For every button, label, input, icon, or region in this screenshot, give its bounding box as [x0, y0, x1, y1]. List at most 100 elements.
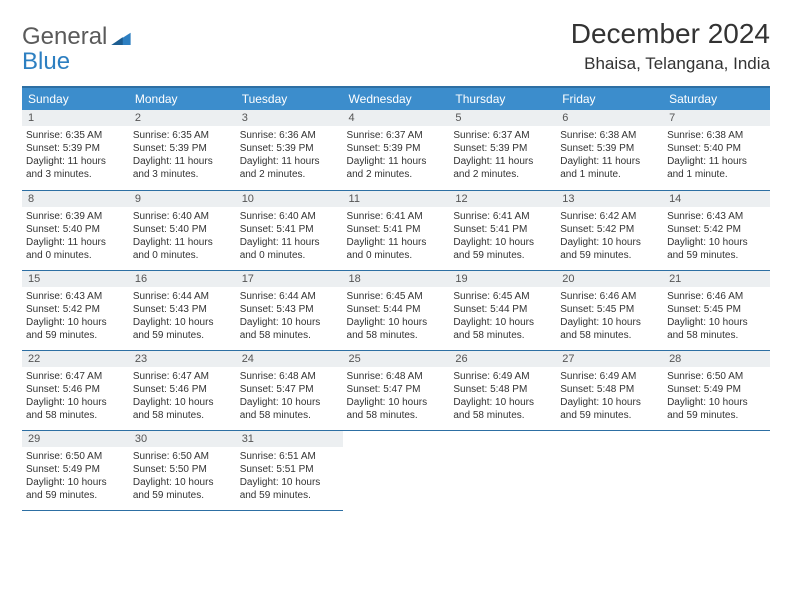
daylight-line: Daylight: 10 hours and 59 minutes.	[133, 316, 232, 342]
calendar-cell: 31Sunrise: 6:51 AMSunset: 5:51 PMDayligh…	[236, 430, 343, 510]
calendar-cell: 28Sunrise: 6:50 AMSunset: 5:49 PMDayligh…	[663, 350, 770, 430]
sunrise-line: Sunrise: 6:43 AM	[667, 210, 766, 223]
day-details: Sunrise: 6:42 AMSunset: 5:42 PMDaylight:…	[556, 207, 663, 266]
calendar-cell: 29Sunrise: 6:50 AMSunset: 5:49 PMDayligh…	[22, 430, 129, 510]
calendar-cell	[663, 430, 770, 510]
day-number: 23	[129, 351, 236, 367]
daylight-line: Daylight: 11 hours and 2 minutes.	[347, 155, 446, 181]
daylight-line: Daylight: 10 hours and 59 minutes.	[26, 476, 125, 502]
day-details: Sunrise: 6:48 AMSunset: 5:47 PMDaylight:…	[236, 367, 343, 426]
calendar-cell: 23Sunrise: 6:47 AMSunset: 5:46 PMDayligh…	[129, 350, 236, 430]
calendar-cell: 1Sunrise: 6:35 AMSunset: 5:39 PMDaylight…	[22, 110, 129, 190]
calendar-cell: 14Sunrise: 6:43 AMSunset: 5:42 PMDayligh…	[663, 190, 770, 270]
sunset-line: Sunset: 5:45 PM	[667, 303, 766, 316]
logo: GeneralBlue	[22, 18, 131, 74]
day-number: 26	[449, 351, 556, 367]
day-number: 24	[236, 351, 343, 367]
daylight-line: Daylight: 10 hours and 58 minutes.	[347, 316, 446, 342]
daylight-line: Daylight: 10 hours and 59 minutes.	[667, 396, 766, 422]
sunrise-line: Sunrise: 6:40 AM	[240, 210, 339, 223]
calendar-cell: 18Sunrise: 6:45 AMSunset: 5:44 PMDayligh…	[343, 270, 450, 350]
day-details: Sunrise: 6:47 AMSunset: 5:46 PMDaylight:…	[22, 367, 129, 426]
day-number: 28	[663, 351, 770, 367]
daylight-line: Daylight: 11 hours and 0 minutes.	[26, 236, 125, 262]
day-details: Sunrise: 6:44 AMSunset: 5:43 PMDaylight:…	[129, 287, 236, 346]
daylight-line: Daylight: 10 hours and 59 minutes.	[240, 476, 339, 502]
calendar-cell: 7Sunrise: 6:38 AMSunset: 5:40 PMDaylight…	[663, 110, 770, 190]
day-details: Sunrise: 6:40 AMSunset: 5:41 PMDaylight:…	[236, 207, 343, 266]
calendar-cell: 26Sunrise: 6:49 AMSunset: 5:48 PMDayligh…	[449, 350, 556, 430]
day-header: Thursday	[449, 87, 556, 110]
calendar-cell: 15Sunrise: 6:43 AMSunset: 5:42 PMDayligh…	[22, 270, 129, 350]
sunrise-line: Sunrise: 6:44 AM	[240, 290, 339, 303]
sunrise-line: Sunrise: 6:41 AM	[347, 210, 446, 223]
sunrise-line: Sunrise: 6:39 AM	[26, 210, 125, 223]
calendar-cell: 16Sunrise: 6:44 AMSunset: 5:43 PMDayligh…	[129, 270, 236, 350]
calendar-head: SundayMondayTuesdayWednesdayThursdayFrid…	[22, 87, 770, 110]
sunset-line: Sunset: 5:51 PM	[240, 463, 339, 476]
sunrise-line: Sunrise: 6:47 AM	[133, 370, 232, 383]
daylight-line: Daylight: 11 hours and 3 minutes.	[133, 155, 232, 181]
sunrise-line: Sunrise: 6:35 AM	[133, 129, 232, 142]
day-number: 30	[129, 431, 236, 447]
sunrise-line: Sunrise: 6:49 AM	[453, 370, 552, 383]
calendar-cell: 19Sunrise: 6:45 AMSunset: 5:44 PMDayligh…	[449, 270, 556, 350]
sunset-line: Sunset: 5:39 PM	[453, 142, 552, 155]
day-header: Sunday	[22, 87, 129, 110]
sunset-line: Sunset: 5:43 PM	[240, 303, 339, 316]
sunrise-line: Sunrise: 6:36 AM	[240, 129, 339, 142]
day-number: 31	[236, 431, 343, 447]
daylight-line: Daylight: 11 hours and 0 minutes.	[347, 236, 446, 262]
calendar-cell: 24Sunrise: 6:48 AMSunset: 5:47 PMDayligh…	[236, 350, 343, 430]
daylight-line: Daylight: 10 hours and 58 minutes.	[560, 316, 659, 342]
day-details: Sunrise: 6:48 AMSunset: 5:47 PMDaylight:…	[343, 367, 450, 426]
sunrise-line: Sunrise: 6:35 AM	[26, 129, 125, 142]
sunset-line: Sunset: 5:39 PM	[240, 142, 339, 155]
daylight-line: Daylight: 10 hours and 58 minutes.	[667, 316, 766, 342]
day-details: Sunrise: 6:50 AMSunset: 5:49 PMDaylight:…	[22, 447, 129, 506]
day-number: 21	[663, 271, 770, 287]
sunset-line: Sunset: 5:49 PM	[667, 383, 766, 396]
daylight-line: Daylight: 11 hours and 3 minutes.	[26, 155, 125, 181]
sunrise-line: Sunrise: 6:49 AM	[560, 370, 659, 383]
sunrise-line: Sunrise: 6:37 AM	[453, 129, 552, 142]
sunset-line: Sunset: 5:47 PM	[347, 383, 446, 396]
sunrise-line: Sunrise: 6:43 AM	[26, 290, 125, 303]
day-details: Sunrise: 6:40 AMSunset: 5:40 PMDaylight:…	[129, 207, 236, 266]
daylight-line: Daylight: 10 hours and 59 minutes.	[560, 396, 659, 422]
logo-part1: General	[22, 23, 107, 50]
day-number: 29	[22, 431, 129, 447]
calendar-cell	[556, 430, 663, 510]
day-number: 5	[449, 110, 556, 126]
day-number: 9	[129, 191, 236, 207]
sunrise-line: Sunrise: 6:41 AM	[453, 210, 552, 223]
page-title: December 2024	[571, 18, 770, 50]
sunset-line: Sunset: 5:40 PM	[26, 223, 125, 236]
day-number: 12	[449, 191, 556, 207]
day-details: Sunrise: 6:43 AMSunset: 5:42 PMDaylight:…	[663, 207, 770, 266]
daylight-line: Daylight: 10 hours and 58 minutes.	[133, 396, 232, 422]
calendar-cell: 3Sunrise: 6:36 AMSunset: 5:39 PMDaylight…	[236, 110, 343, 190]
sunset-line: Sunset: 5:43 PM	[133, 303, 232, 316]
sunset-line: Sunset: 5:39 PM	[26, 142, 125, 155]
daylight-line: Daylight: 10 hours and 58 minutes.	[347, 396, 446, 422]
sunset-line: Sunset: 5:39 PM	[560, 142, 659, 155]
sunset-line: Sunset: 5:41 PM	[453, 223, 552, 236]
day-details: Sunrise: 6:49 AMSunset: 5:48 PMDaylight:…	[449, 367, 556, 426]
day-number: 6	[556, 110, 663, 126]
sunset-line: Sunset: 5:50 PM	[133, 463, 232, 476]
daylight-line: Daylight: 11 hours and 1 minute.	[560, 155, 659, 181]
day-header: Friday	[556, 87, 663, 110]
sunset-line: Sunset: 5:41 PM	[347, 223, 446, 236]
day-details: Sunrise: 6:35 AMSunset: 5:39 PMDaylight:…	[129, 126, 236, 185]
sunset-line: Sunset: 5:45 PM	[560, 303, 659, 316]
calendar-row: 8Sunrise: 6:39 AMSunset: 5:40 PMDaylight…	[22, 190, 770, 270]
day-number: 11	[343, 191, 450, 207]
sunset-line: Sunset: 5:39 PM	[133, 142, 232, 155]
sunset-line: Sunset: 5:42 PM	[560, 223, 659, 236]
day-number: 4	[343, 110, 450, 126]
calendar-cell: 2Sunrise: 6:35 AMSunset: 5:39 PMDaylight…	[129, 110, 236, 190]
calendar-cell: 11 Sunrise: 6:41 AMSunset: 5:41 PMDayligh…	[343, 190, 450, 270]
sunset-line: Sunset: 5:41 PM	[240, 223, 339, 236]
day-details: Sunrise: 6:43 AMSunset: 5:42 PMDaylight:…	[22, 287, 129, 346]
